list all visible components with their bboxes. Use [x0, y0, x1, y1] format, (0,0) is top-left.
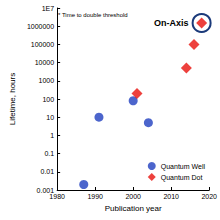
svg-text:2000: 2000: [125, 193, 141, 200]
svg-text:2010: 2010: [163, 193, 179, 200]
svg-text:0.001: 0.001: [36, 186, 55, 194]
svg-text:Publication year: Publication year: [105, 204, 162, 213]
svg-text:2020: 2020: [201, 193, 217, 200]
svg-text:1980: 1980: [49, 193, 65, 200]
svg-text:1000: 1000: [39, 77, 55, 84]
svg-text:1E7: 1E7: [42, 5, 55, 12]
svg-text:1000000: 1000000: [27, 23, 54, 30]
svg-text:10000: 10000: [35, 59, 55, 66]
svg-text:On-Axis: On-Axis: [154, 18, 189, 28]
svg-text:1: 1: [50, 132, 54, 139]
svg-text:10: 10: [46, 114, 54, 121]
svg-text:Lifetime, hours: Lifetime, hours: [8, 73, 17, 125]
svg-text:* Time to double threshold: * Time to double threshold: [58, 12, 128, 18]
svg-text:100000: 100000: [31, 41, 54, 48]
svg-text:0.01: 0.01: [41, 168, 55, 175]
svg-text:0.1: 0.1: [44, 150, 54, 157]
svg-text:Quantum Well: Quantum Well: [161, 163, 206, 171]
svg-text:100: 100: [42, 96, 54, 103]
svg-text:Quantum Dot: Quantum Dot: [161, 174, 203, 182]
svg-text:1990: 1990: [87, 193, 103, 200]
